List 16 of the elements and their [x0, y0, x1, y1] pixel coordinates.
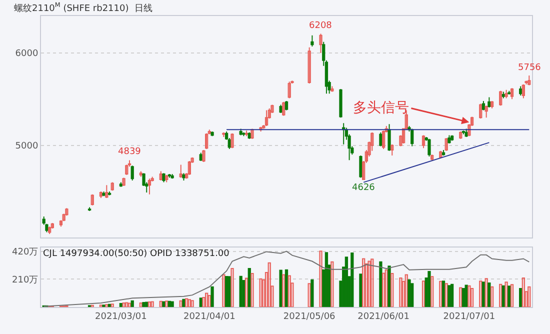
annotation: 5756 [518, 63, 542, 73]
annotation: 多头信号 [353, 100, 409, 116]
y-tick-label: 6000 [15, 49, 38, 60]
annotation: 6208 [309, 21, 332, 31]
x-tick-label: 2021/07/01 [443, 312, 496, 322]
chart-title: 螺纹2110$^{M}$ (SHFE rb2110) 日线 [14, 2, 152, 14]
annotation: 4839 [118, 147, 142, 157]
y-tick-label: 420万 [12, 247, 38, 258]
x-tick-label: 2021/04/01 [183, 312, 236, 322]
chart-title: CJL 1497934.00(50:50) OPID 1338751.00 [43, 249, 230, 259]
annotation: 4626 [352, 183, 376, 193]
x-tick-label: 2021/05/06 [283, 312, 336, 322]
x-tick-label: 2021/06/01 [358, 312, 410, 322]
y-tick-label: 5000 [15, 142, 38, 152]
y-tick-label: 210万 [12, 275, 38, 286]
x-tick-label: 2021/03/01 [94, 312, 147, 322]
